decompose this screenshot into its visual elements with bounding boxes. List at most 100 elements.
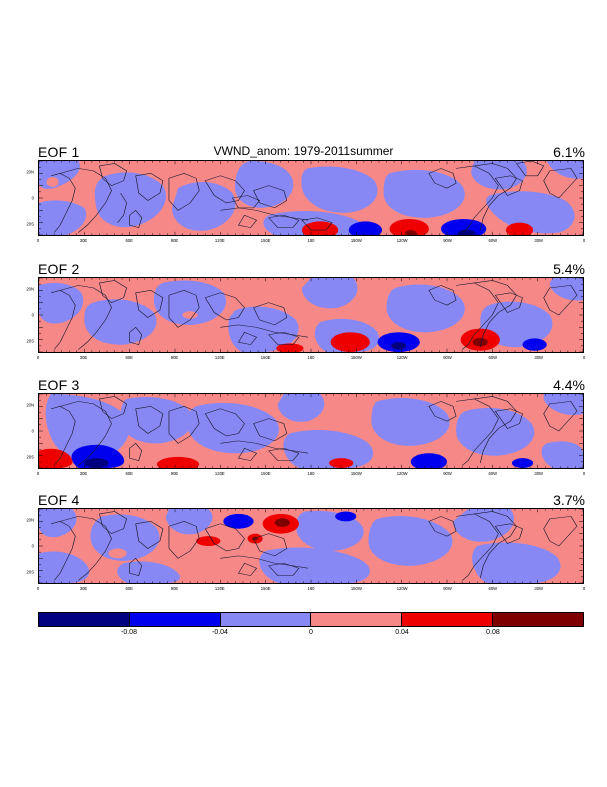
panel-4-xaxis: 0 30E 60E 90E 120E 150E 180 150W 120W 90…: [36, 586, 586, 596]
xtick: 0: [582, 586, 586, 591]
eof-panel-2: EOF 2 5.4% 20N 0 20S: [0, 261, 607, 363]
panel-3-xaxis: 0 30E 60E 90E 120E 150E 180 150W 120W 90…: [36, 471, 586, 481]
xtick: 60E: [125, 471, 133, 476]
xtick: 120W: [396, 586, 408, 591]
eof-panel-3: EOF 3 4.4% 20N 0 20S: [0, 377, 607, 479]
xtick: 120W: [396, 471, 408, 476]
colorbar-bands: [38, 612, 584, 627]
xtick: 30W: [534, 586, 543, 591]
xtick: 90W: [443, 586, 452, 591]
xtick: 0: [582, 238, 586, 243]
panel-1-label: EOF 1: [38, 144, 80, 160]
ytick-0: 0: [31, 195, 34, 201]
colorbar-band-5: [401, 613, 493, 626]
panel-2-contour-map: [39, 278, 583, 352]
colorbar-ticklabels: -0.08 -0.04 0 0.04 0.08: [38, 629, 584, 641]
xtick: 90W: [443, 238, 452, 243]
xtick: 30W: [534, 471, 543, 476]
xtick: 90W: [443, 471, 452, 476]
panel-1-xaxis: 0 30E 60E 90E 120E 150E 180 150W 120W 90…: [36, 238, 586, 248]
xtick: 0: [582, 471, 586, 476]
colorbar: -0.08 -0.04 0 0.04 0.08: [38, 612, 584, 641]
panel-3-map: [38, 393, 584, 469]
ytick-20s: 20S: [26, 569, 34, 575]
panel-4-variance: 3.7%: [553, 492, 585, 508]
ytick-20s: 20S: [26, 454, 34, 460]
panel-4-yaxis: 20N 0 20S: [0, 508, 36, 584]
panel-2-variance: 5.4%: [553, 261, 585, 277]
xtick: 90E: [170, 238, 179, 243]
panel-3-variance: 4.4%: [553, 377, 585, 393]
ytick-20n: 20N: [26, 402, 34, 408]
colorbar-tick: 0.04: [395, 629, 409, 636]
xtick: 120E: [214, 586, 225, 591]
xtick: 30E: [79, 471, 88, 476]
xtick: 60W: [488, 355, 498, 360]
xtick: 60W: [488, 471, 498, 476]
panel-2-xaxis: 0 30E 60E 90E 120E 150E 180 150W 120W 90…: [36, 355, 586, 365]
panel-1-map: [38, 160, 584, 236]
panel-4-label: EOF 4: [38, 492, 80, 508]
xtick: 30W: [534, 355, 543, 360]
xtick: 150E: [260, 586, 271, 591]
xtick: 0: [36, 586, 40, 591]
colorbar-band-3: [219, 613, 311, 626]
xtick: 150W: [350, 586, 362, 591]
panel-4-map: [38, 508, 584, 584]
xtick: 150W: [350, 471, 362, 476]
panel-3-label: EOF 3: [38, 377, 80, 393]
xtick: 30W: [534, 238, 543, 243]
colorbar-band-4: [310, 613, 402, 626]
xtick: 60E: [125, 355, 133, 360]
eof-panel-1: EOF 1 VWND_anom: 1979-2011summer 6.1% 20…: [0, 144, 607, 246]
xtick: 150E: [260, 355, 271, 360]
xtick: 0: [36, 238, 40, 243]
colorbar-tick: -0.08: [121, 629, 137, 636]
ytick-20s: 20S: [26, 221, 34, 227]
colorbar-band-2: [128, 613, 220, 626]
panel-1-yaxis: 20N 0 20S: [0, 160, 36, 236]
xtick: 150E: [260, 238, 271, 243]
xtick: 120E: [214, 238, 225, 243]
xtick: 120W: [396, 238, 408, 243]
xtick: 120E: [214, 355, 225, 360]
eof-panel-4: EOF 4 3.7% 20N 0 20S: [0, 492, 607, 594]
xtick: 0: [36, 355, 40, 360]
xtick: 150W: [350, 355, 362, 360]
ytick-0: 0: [31, 312, 34, 318]
panel-1-header: EOF 1 VWND_anom: 1979-2011summer 6.1%: [0, 144, 607, 160]
colorbar-tick: 0: [309, 629, 313, 636]
xtick: 120W: [396, 355, 408, 360]
xtick: 120E: [214, 471, 225, 476]
ytick-20n: 20N: [26, 517, 34, 523]
figure-title: VWND_anom: 1979-2011summer: [213, 144, 394, 158]
xtick: 180: [307, 471, 315, 476]
ytick-20n: 20N: [26, 169, 34, 175]
panel-3-yaxis: 20N 0 20S: [0, 393, 36, 469]
panel-2-label: EOF 2: [38, 261, 80, 277]
colorbar-tick: 0.08: [486, 629, 500, 636]
xtick: 90E: [170, 355, 179, 360]
ytick-20s: 20S: [26, 338, 34, 344]
xtick: 30E: [79, 355, 88, 360]
ytick-0: 0: [31, 428, 34, 434]
xtick: 90W: [443, 355, 452, 360]
panel-2-header: EOF 2 5.4%: [0, 261, 607, 277]
colorbar-band-1: [39, 613, 129, 626]
ytick-20n: 20N: [26, 286, 34, 292]
panel-3-header: EOF 3 4.4%: [0, 377, 607, 393]
panel-1-variance: 6.1%: [553, 144, 585, 160]
xtick: 0: [582, 355, 586, 360]
xtick: 90E: [170, 586, 179, 591]
xtick: 30E: [79, 586, 88, 591]
xtick: 60E: [125, 586, 133, 591]
xtick: 150W: [350, 238, 362, 243]
xtick: 0: [36, 471, 40, 476]
colorbar-band-6: [492, 613, 583, 626]
xtick: 150E: [260, 471, 271, 476]
panel-1-contour-map: [39, 161, 583, 235]
ytick-0: 0: [31, 543, 34, 549]
xtick: 180: [307, 586, 315, 591]
xtick: 60E: [125, 238, 133, 243]
panel-2-yaxis: 20N 0 20S: [0, 277, 36, 353]
